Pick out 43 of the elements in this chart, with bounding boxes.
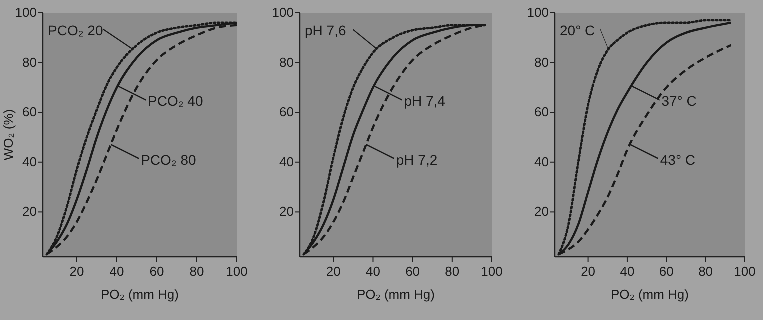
x-tick-label: 40 xyxy=(620,264,635,279)
x-axis-title: PO₂ (mm Hg) xyxy=(357,287,435,302)
series-label: 20° C xyxy=(560,22,596,39)
y-tick-label: 60 xyxy=(534,104,549,120)
x-tick-label: 100 xyxy=(734,264,756,279)
y-tick-label: 20 xyxy=(280,204,294,220)
x-tick-label: 40 xyxy=(366,264,380,279)
x-axis-title: PO₂ (mm Hg) xyxy=(101,287,179,302)
y-tick-label: 40 xyxy=(22,154,37,170)
legend-label: pH 7,4 xyxy=(404,93,446,110)
y-axis-title: WO₂ (%) xyxy=(1,109,16,161)
x-tick-label: 100 xyxy=(226,264,248,279)
y-tick-label: 60 xyxy=(22,104,37,120)
y-tick-label: 80 xyxy=(280,54,294,70)
x-axis-title: PO₂ (mm Hg) xyxy=(611,287,689,302)
y-tick-label: 40 xyxy=(280,154,294,170)
legend-label: pH 7,2 xyxy=(396,152,438,168)
text: pH 7,6 xyxy=(305,22,346,39)
x-tick-label: 40 xyxy=(110,264,124,279)
x-tick-label: 60 xyxy=(150,264,164,279)
y-tick-label: 40 xyxy=(534,154,549,170)
x-tick-label: 20 xyxy=(70,264,84,279)
x-tick-label: 60 xyxy=(406,264,420,279)
x-tick-label: 60 xyxy=(659,264,674,279)
text: PCO₂ 20 xyxy=(48,22,104,39)
x-tick-label: 80 xyxy=(190,264,204,279)
x-tick-label: 20 xyxy=(326,264,341,279)
y-tick-label: 60 xyxy=(280,104,294,120)
x-tick-label: 100 xyxy=(481,264,503,279)
legend-label: 37° C xyxy=(662,93,697,110)
legend-label: 43° C xyxy=(660,152,696,168)
y-tick-label: 20 xyxy=(22,204,37,220)
x-tick-label: 20 xyxy=(581,264,596,279)
legend-label: PCO₂ 80 xyxy=(141,152,197,168)
y-tick-label: 100 xyxy=(527,5,549,20)
x-tick-label: 80 xyxy=(445,264,460,279)
y-tick-label: 100 xyxy=(272,5,294,20)
legend-label: PCO₂ 40 xyxy=(148,93,204,110)
x-tick-label: 80 xyxy=(698,264,714,279)
y-tick-label: 100 xyxy=(15,5,37,20)
y-tick-label: 80 xyxy=(22,54,37,70)
y-tick-label: 80 xyxy=(534,54,549,70)
y-tick-label: 20 xyxy=(534,204,549,220)
